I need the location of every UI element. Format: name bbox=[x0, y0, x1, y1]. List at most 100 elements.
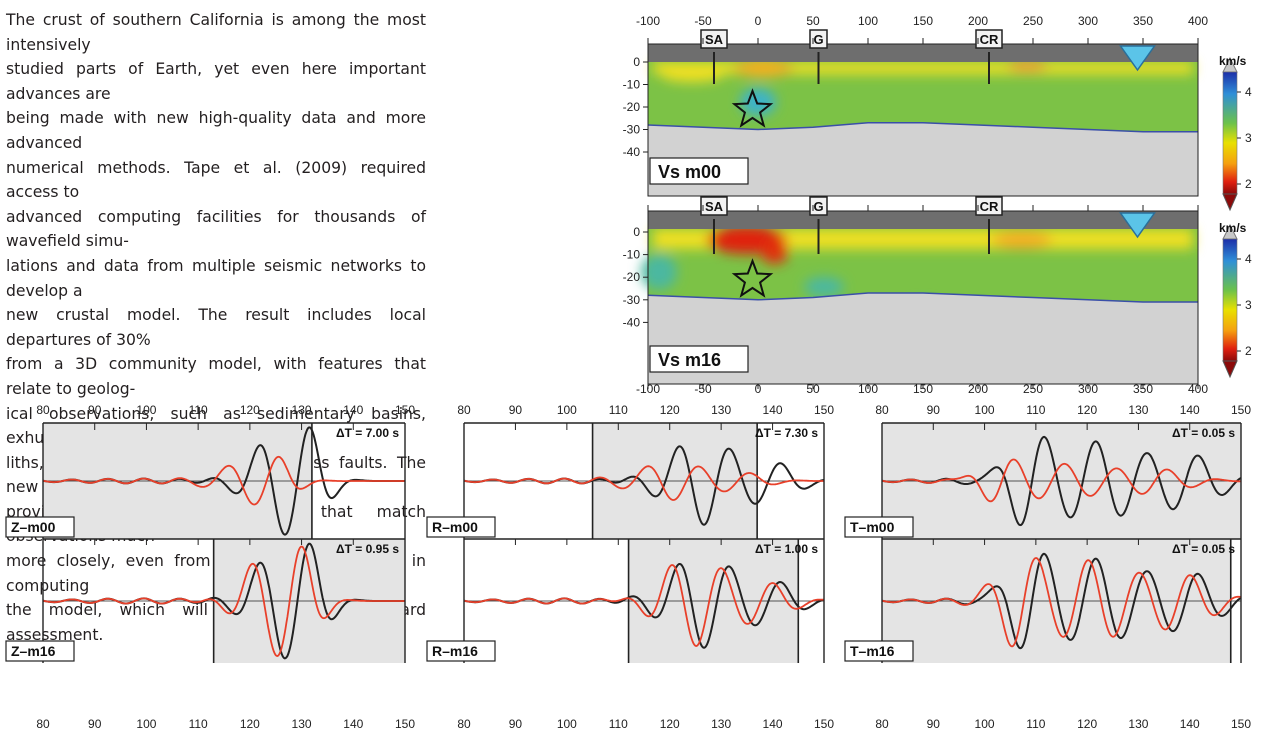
x-tick-label-top: 120 bbox=[660, 403, 680, 417]
panel-label-box bbox=[5, 640, 75, 662]
colorbar bbox=[1222, 238, 1238, 362]
x-tick-label-bottom: 110 bbox=[609, 717, 628, 731]
x-tick-label-top: 50 bbox=[806, 14, 820, 28]
x-tick-label-top: 90 bbox=[88, 403, 102, 417]
y-tick-label: -10 bbox=[623, 248, 641, 262]
x-tick-label-top: 100 bbox=[858, 14, 878, 28]
x-tick-label-bottom: 80 bbox=[875, 717, 889, 731]
colorbar-tick-label: 4 bbox=[1245, 85, 1252, 99]
x-tick-label-top: 80 bbox=[457, 403, 471, 417]
x-tick-label-top: -50 bbox=[694, 14, 712, 28]
synthetic-waveform bbox=[881, 557, 1242, 648]
panel-label: Z–m16 bbox=[11, 643, 56, 659]
velocity-anomalies bbox=[653, 59, 1193, 116]
x-tick-label-bottom: 90 bbox=[927, 717, 941, 731]
x-tick-label-bottom: 130 bbox=[1128, 717, 1148, 731]
cross-section-panel: 0 -10 -20 -30 -40 SA G CR Vs m16 km/s 4 3 2 bbox=[623, 196, 1252, 385]
x-tick-label-bottom: 140 bbox=[1180, 717, 1200, 731]
fault-label-box bbox=[975, 29, 1003, 49]
delta-t-label: ΔT = 0.05 s bbox=[1172, 542, 1235, 556]
x-tick-label-top: 250 bbox=[1023, 14, 1043, 28]
earthquake-star-icon bbox=[731, 88, 774, 128]
x-tick-label-bottom: 140 bbox=[343, 717, 363, 731]
velocity-cross-section-figure: 0 -10 -20 -30 -40 SA G CR Vs m00 km/s 4 3 2 0 -10 -20 -3… bbox=[623, 14, 1252, 396]
seismogram-panel: ΔT = 7.00 s Z–m00 bbox=[5, 422, 406, 539]
y-tick-label: 0 bbox=[633, 55, 640, 69]
x-tick-label-top: 130 bbox=[711, 403, 731, 417]
panel-label: Vs m16 bbox=[658, 350, 721, 370]
basin-anomaly bbox=[760, 240, 789, 264]
panel-label: Vs m00 bbox=[658, 162, 721, 182]
delta-t-label: ΔT = 7.00 s bbox=[336, 426, 399, 440]
colorbar-tick-label: 2 bbox=[1245, 344, 1252, 358]
panel-label: R–m00 bbox=[432, 519, 478, 535]
x-tick-label-bottom: 100 bbox=[557, 717, 577, 731]
x-tick-label-top: 120 bbox=[240, 403, 260, 417]
panel-label: R–m16 bbox=[432, 643, 478, 659]
seismogram-panel: ΔT = 1.00 s R–m16 bbox=[426, 538, 825, 663]
x-tick-label-bottom: 90 bbox=[509, 717, 523, 731]
paragraph-line: being made with new high-quality data an… bbox=[6, 109, 426, 152]
panel-label-box bbox=[426, 640, 496, 662]
paragraph-line: The crust of southern California is amon… bbox=[6, 11, 426, 54]
panel-label-box bbox=[5, 516, 75, 538]
synthetic-waveform bbox=[42, 545, 405, 657]
fault-label: SA bbox=[705, 32, 724, 47]
seismogram-panel: ΔT = 7.30 s R–m00 bbox=[426, 422, 825, 539]
x-tick-label-top: 110 bbox=[609, 403, 628, 417]
seismogram-panel: ΔT = 0.95 s Z–m16 bbox=[5, 538, 406, 663]
x-tick-label-top: 100 bbox=[557, 403, 577, 417]
x-tick-label-top: 140 bbox=[1180, 403, 1200, 417]
deep-anomaly bbox=[804, 277, 844, 297]
delta-t-label: ΔT = 0.05 s bbox=[1172, 426, 1235, 440]
station-triangle-icon bbox=[1119, 212, 1156, 239]
y-tick-label: -10 bbox=[623, 78, 641, 92]
fault-label: CR bbox=[980, 199, 999, 214]
x-tick-label-top: 90 bbox=[927, 403, 941, 417]
x-tick-label-top: 0 bbox=[755, 14, 762, 28]
y-tick-label: -30 bbox=[623, 123, 641, 137]
synthetic-waveform bbox=[42, 455, 405, 506]
delta-t-label: ΔT = 1.00 s bbox=[755, 542, 818, 556]
y-tick-label: -30 bbox=[623, 293, 641, 307]
x-tick-label-top: 140 bbox=[343, 403, 363, 417]
paragraph-line: from a 3D community model, with features… bbox=[6, 355, 426, 398]
x-tick-label-top: 80 bbox=[36, 403, 50, 417]
x-tick-label-bottom: 110 bbox=[1026, 717, 1045, 731]
synthetic-waveform bbox=[463, 465, 824, 501]
fault-label: CR bbox=[980, 32, 999, 47]
fault-label: G bbox=[813, 199, 823, 214]
fault-label-box bbox=[700, 196, 728, 216]
x-tick-label-bottom: 110 bbox=[189, 717, 208, 731]
seismogram-panel: ΔT = 0.05 s T–m00 bbox=[844, 422, 1242, 539]
panel-label-box bbox=[844, 640, 914, 662]
shallow-anomaly bbox=[662, 70, 722, 82]
paragraph-line: advanced computing facilities for thousa… bbox=[6, 207, 426, 251]
colorbar-min-icon bbox=[1222, 360, 1238, 379]
x-tick-label-top: -100 bbox=[636, 14, 660, 28]
fault-label-box bbox=[809, 29, 828, 49]
deep-anomaly bbox=[641, 254, 677, 290]
x-tick-label-bottom: 120 bbox=[240, 717, 260, 731]
panel-label-box bbox=[649, 157, 749, 185]
paragraph-line: lations and data from multiple seismic n… bbox=[6, 256, 426, 300]
panel-label: T–m16 bbox=[850, 643, 895, 659]
velocity-anomalies bbox=[641, 226, 1193, 322]
x-tick-label-top: 120 bbox=[1077, 403, 1097, 417]
fault-label-box bbox=[975, 196, 1003, 216]
x-tick-label-top: 130 bbox=[1128, 403, 1148, 417]
x-tick-label-bottom: 130 bbox=[711, 717, 731, 731]
colorbar-unit: km/s bbox=[1219, 221, 1247, 235]
x-tick-label-bottom: 90 bbox=[88, 717, 102, 731]
x-tick-label-top: 350 bbox=[1133, 14, 1153, 28]
paragraph-line: new crustal model. The result includes l… bbox=[6, 306, 426, 349]
x-tick-label-top: 150 bbox=[1231, 403, 1251, 417]
shallow-anomaly bbox=[1007, 60, 1048, 72]
x-tick-label-top: 110 bbox=[1026, 403, 1045, 417]
below-model-area bbox=[648, 293, 1198, 384]
x-tick-label-top: 300 bbox=[1078, 14, 1098, 28]
y-tick-label: -20 bbox=[623, 100, 641, 114]
x-tick-label-top: 150 bbox=[913, 14, 933, 28]
x-tick-label-bottom: 130 bbox=[292, 717, 312, 731]
colorbar-tick-label: 2 bbox=[1245, 177, 1252, 191]
